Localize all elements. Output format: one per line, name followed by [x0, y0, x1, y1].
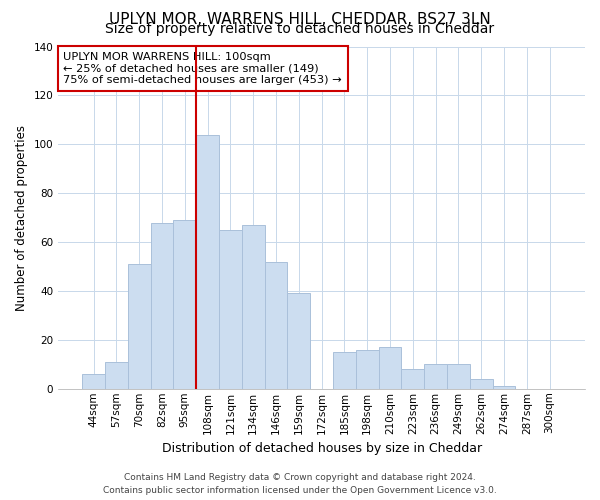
- Text: Contains HM Land Registry data © Crown copyright and database right 2024.
Contai: Contains HM Land Registry data © Crown c…: [103, 473, 497, 495]
- Bar: [151, 222, 173, 389]
- Bar: [424, 364, 447, 389]
- Text: UPLYN MOR, WARRENS HILL, CHEDDAR, BS27 3LN: UPLYN MOR, WARRENS HILL, CHEDDAR, BS27 3…: [109, 12, 491, 28]
- Bar: [173, 220, 196, 389]
- Bar: [379, 347, 401, 389]
- Bar: [333, 352, 356, 389]
- Bar: [470, 379, 493, 389]
- Bar: [105, 362, 128, 389]
- Bar: [356, 350, 379, 389]
- Y-axis label: Number of detached properties: Number of detached properties: [15, 124, 28, 310]
- Bar: [82, 374, 105, 389]
- Bar: [196, 134, 219, 389]
- Bar: [242, 225, 265, 389]
- Bar: [128, 264, 151, 389]
- Bar: [219, 230, 242, 389]
- X-axis label: Distribution of detached houses by size in Cheddar: Distribution of detached houses by size …: [161, 442, 482, 455]
- Bar: [401, 369, 424, 389]
- Bar: [287, 294, 310, 389]
- Bar: [265, 262, 287, 389]
- Bar: [493, 386, 515, 389]
- Text: UPLYN MOR WARRENS HILL: 100sqm
← 25% of detached houses are smaller (149)
75% of: UPLYN MOR WARRENS HILL: 100sqm ← 25% of …: [64, 52, 342, 85]
- Bar: [447, 364, 470, 389]
- Text: Size of property relative to detached houses in Cheddar: Size of property relative to detached ho…: [106, 22, 494, 36]
